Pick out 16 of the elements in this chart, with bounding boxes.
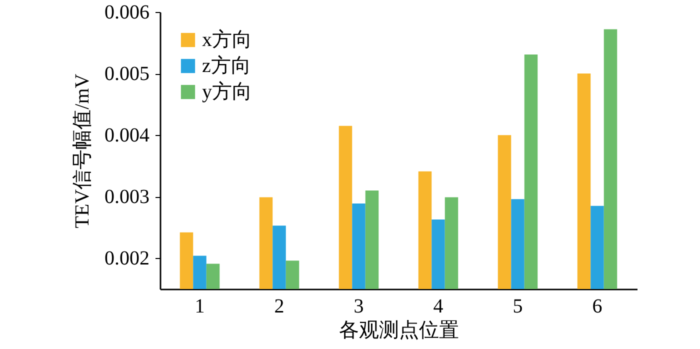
y-tick-label: 0.006 xyxy=(104,2,150,24)
legend-label: z方向 xyxy=(202,54,251,77)
y-tick-label: 0.003 xyxy=(104,186,150,208)
x-tick-label: 4 xyxy=(433,296,444,318)
x-tick-label: 1 xyxy=(194,296,205,318)
x-tick-label: 3 xyxy=(354,296,364,318)
legend-label: y方向 xyxy=(202,80,252,103)
y-tick-label: 0.004 xyxy=(104,124,150,147)
x-tick-label: 6 xyxy=(592,296,602,318)
y-tick-label: 0.005 xyxy=(104,63,150,86)
legend-label: x方向 xyxy=(202,28,252,51)
y-axis-title: TEV信号幅值/mV xyxy=(72,73,94,228)
x-axis-title: 各观测点位置 xyxy=(339,320,459,342)
y-tick-label: 0.002 xyxy=(104,248,150,270)
x-tick-label: 2 xyxy=(274,296,284,318)
x-tick-label: 5 xyxy=(512,296,523,318)
